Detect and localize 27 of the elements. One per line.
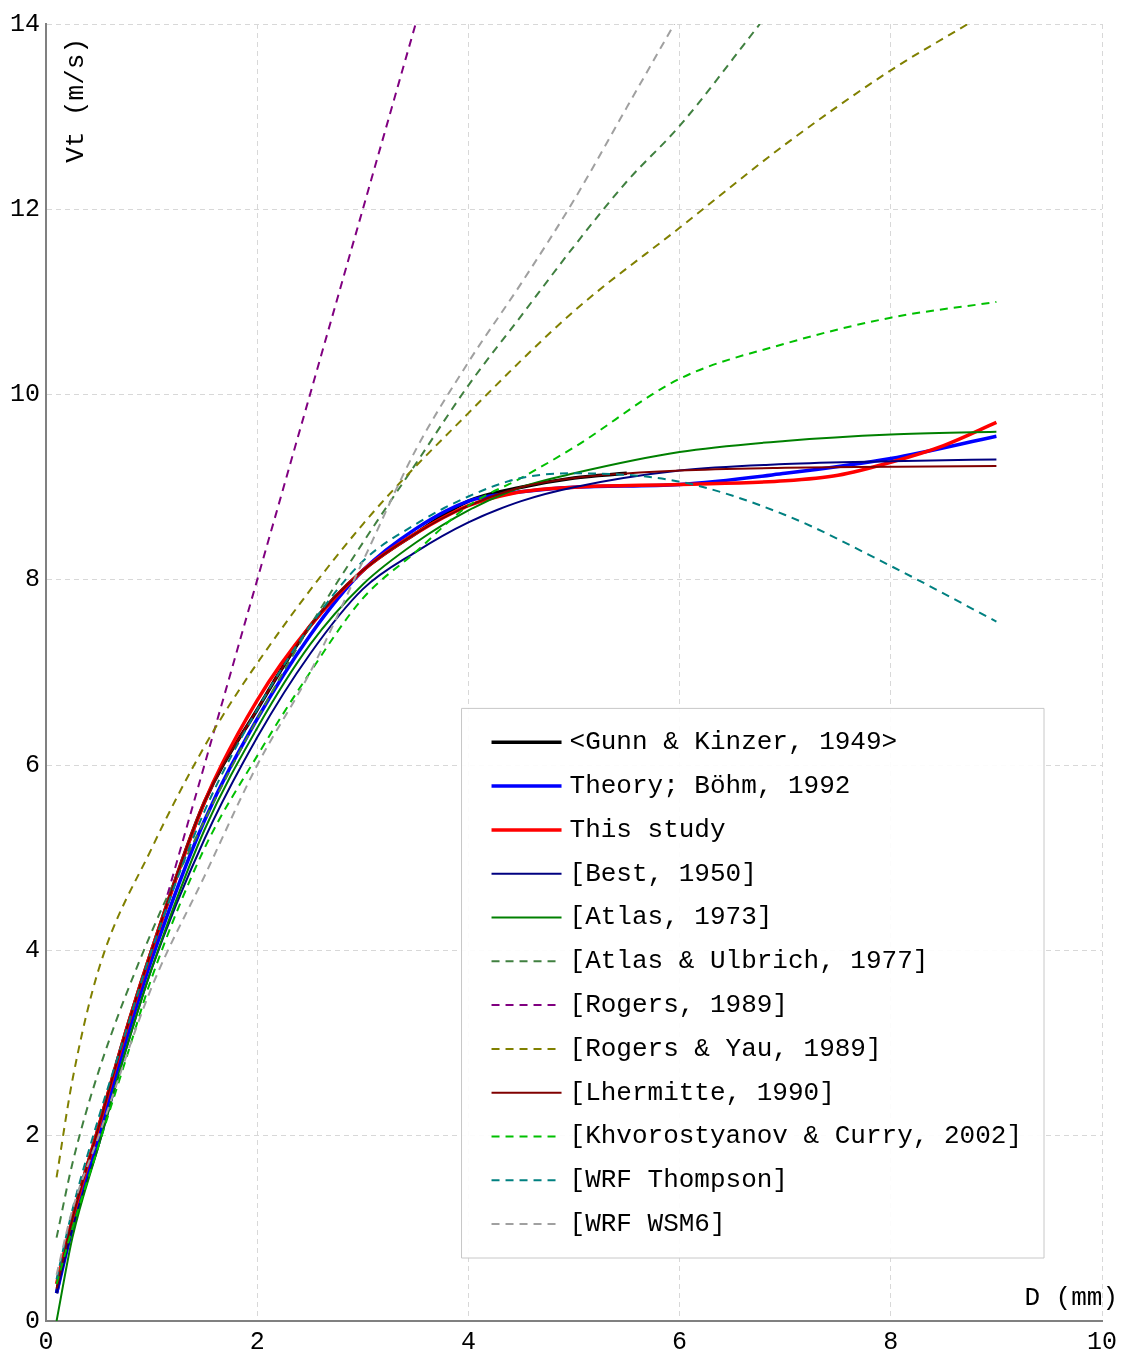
x-axis-title: D (mm) (1024, 1282, 1118, 1313)
legend-label: <Gunn & Kinzer, 1949> (569, 727, 898, 758)
legend-label: [Khvorostyanov & Curry, 2002] (569, 1121, 1023, 1152)
legend-label: This study (569, 814, 726, 845)
x-tick-label: 10 (1086, 1327, 1118, 1357)
legend-label: [Atlas & Ulbrich, 1977] (569, 946, 929, 977)
x-tick-label: 8 (883, 1327, 899, 1357)
legend-label: [Atlas, 1973] (569, 902, 773, 933)
legend-label: [Best, 1950] (569, 858, 757, 889)
y-tick-label: 8 (24, 565, 40, 595)
y-tick-label: 4 (24, 936, 40, 966)
y-axis-title: Vt (m/s) (60, 38, 91, 163)
y-tick-label: 10 (9, 380, 40, 410)
legend-label: Theory; Böhm, 1992 (569, 770, 851, 801)
legend-label: [Rogers & Yau, 1989] (569, 1033, 882, 1064)
legend-label: [Lhermitte, 1990] (569, 1077, 835, 1108)
x-tick-label: 2 (249, 1327, 265, 1357)
x-tick-label: 4 (460, 1327, 476, 1357)
legend-label: [WRF WSM6] (569, 1208, 726, 1239)
x-tick-label: 6 (672, 1327, 688, 1357)
y-tick-label: 12 (9, 194, 40, 224)
y-tick-label: 0 (24, 1306, 40, 1336)
y-tick-label: 14 (9, 9, 40, 39)
legend-label: [WRF Thompson] (569, 1165, 788, 1196)
y-tick-label: 2 (24, 1121, 40, 1151)
legend-label: [Rogers, 1989] (569, 989, 788, 1020)
y-tick-label: 6 (24, 750, 40, 780)
